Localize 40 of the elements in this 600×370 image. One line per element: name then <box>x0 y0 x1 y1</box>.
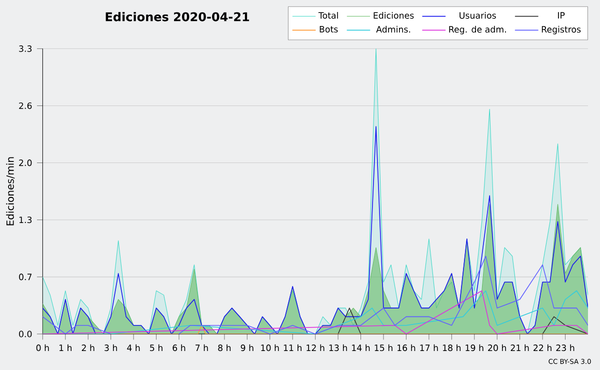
x-tick-label: 2 h <box>82 344 94 351</box>
x-tick-label: 14 h <box>352 344 370 351</box>
x-tick-label: 21 h <box>510 344 529 351</box>
legend-label: Usuarios <box>460 12 496 19</box>
x-tick-label: 23 h <box>556 344 574 352</box>
x-tick-label: 12 h <box>306 344 324 351</box>
y-tick-label: 2.0 <box>19 160 32 166</box>
y-tick-label: 0.7 <box>19 274 32 280</box>
x-tick-label: 11 h <box>284 344 302 351</box>
x-tick-label: 20 h <box>488 344 506 352</box>
legend-label: Admins. <box>376 26 410 33</box>
y-tick-label: 3.3 <box>19 45 32 52</box>
x-tick-label: 16 h <box>398 344 416 352</box>
legend-label: Bots <box>320 26 338 32</box>
x-tick-label: 5 h <box>150 344 162 352</box>
x-tick-label: 8 h <box>218 344 231 352</box>
x-tick-label: 13 h <box>329 344 347 352</box>
x-tick-label: 15 h <box>374 344 392 352</box>
legend-label: IP <box>558 12 565 18</box>
x-tick-label: 10 h <box>261 344 279 352</box>
x-tick-label: 4 h <box>127 344 140 351</box>
x-tick-label: 19 h <box>466 344 484 352</box>
legend-label: Reg. de adm. <box>449 26 506 34</box>
x-tick-label: 3 h <box>104 344 117 352</box>
y-tick-label: 1.3 <box>19 216 32 224</box>
x-tick-label: 7 h <box>196 344 208 351</box>
x-tick-label: 1 h <box>59 344 72 351</box>
legend-label: Total <box>318 12 338 19</box>
y-tick-label: 2.6 <box>19 102 32 110</box>
legend-label: Ediciones <box>374 12 414 19</box>
chart-title: Ediciones 2020-04-21 <box>106 12 250 22</box>
y-tick-label: 0.0 <box>19 330 32 338</box>
x-tick-label: 18 h <box>442 344 461 352</box>
legend-label: Registros <box>542 26 581 34</box>
y-axis-title: Ediciones/min <box>6 157 15 226</box>
x-tick-label: 22 h <box>534 344 552 351</box>
x-tick-label: 6 h <box>172 344 186 352</box>
x-tick-label: 17 h <box>420 344 438 351</box>
x-tick-label: 9 h <box>240 344 254 352</box>
x-tick-label: 0 h <box>36 344 49 352</box>
